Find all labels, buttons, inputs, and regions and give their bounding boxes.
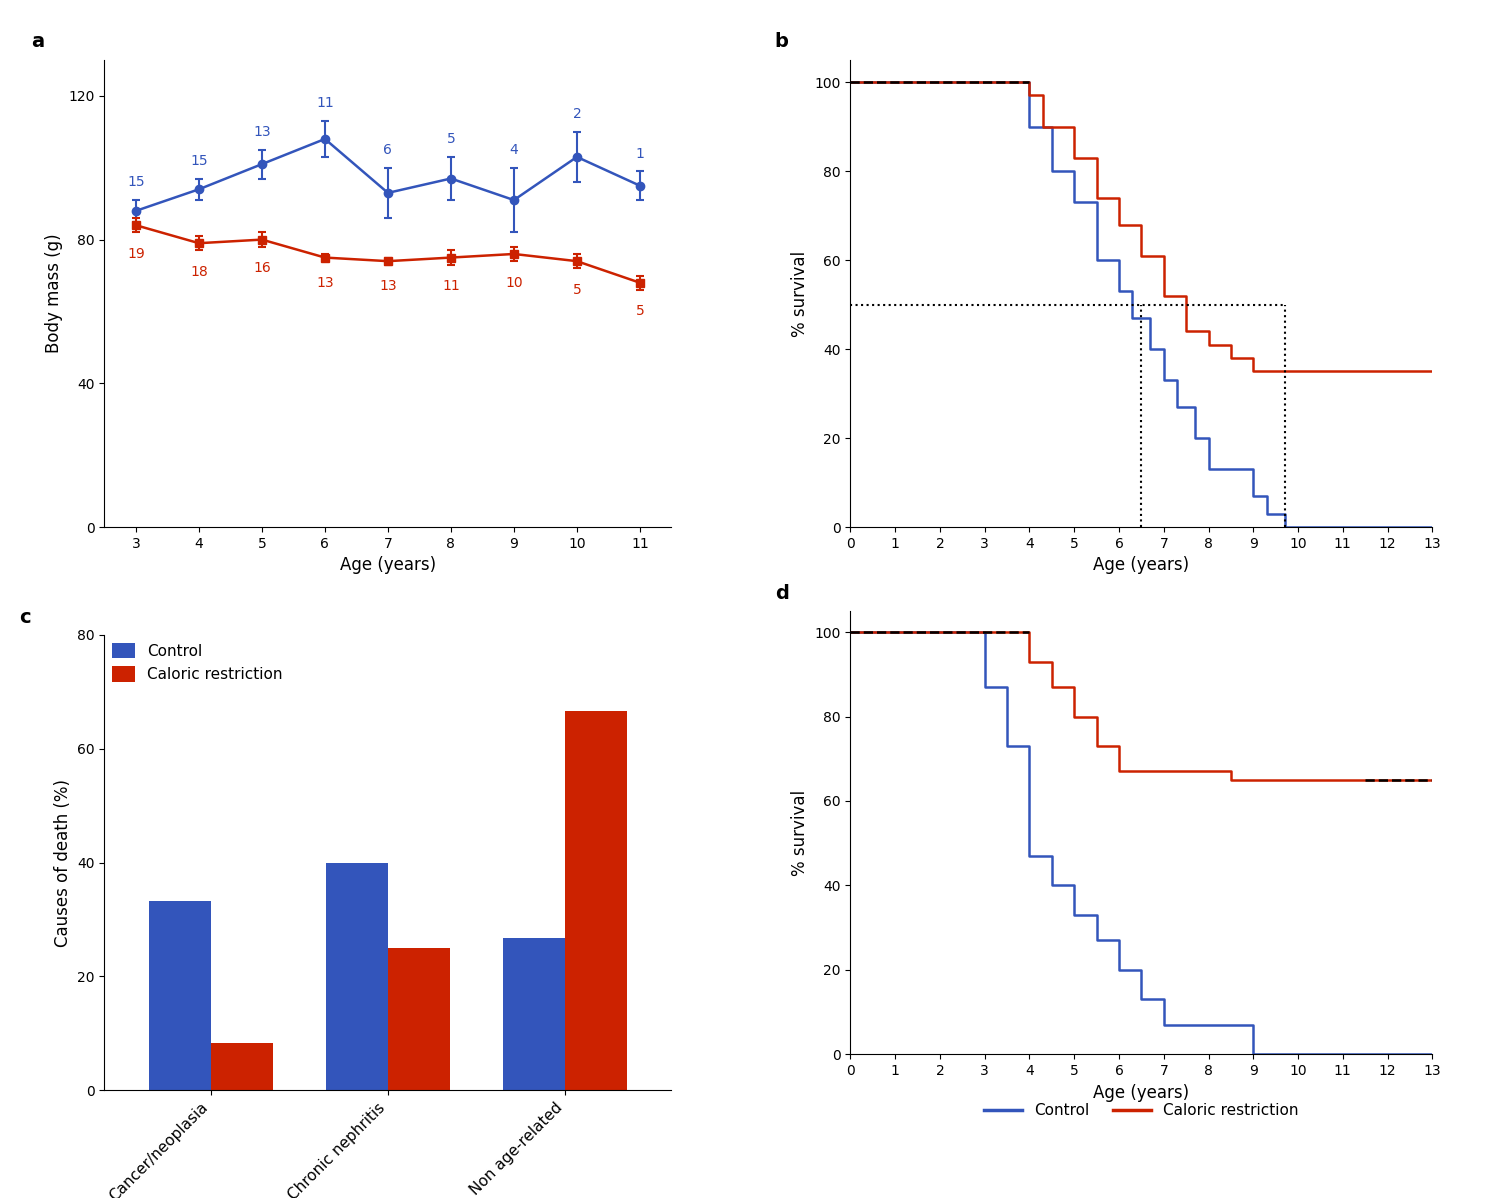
Y-axis label: % survival: % survival	[791, 250, 809, 337]
Y-axis label: Causes of death (%): Causes of death (%)	[54, 779, 72, 946]
X-axis label: Age (years): Age (years)	[1094, 556, 1189, 574]
Bar	[503, 938, 565, 1090]
Legend: Control, Caloric restriction: Control, Caloric restriction	[112, 642, 282, 682]
Text: a: a	[31, 32, 43, 50]
X-axis label: Age (years): Age (years)	[1094, 1083, 1189, 1101]
Bar	[388, 948, 451, 1090]
Text: 5: 5	[573, 283, 582, 297]
Text: 5: 5	[636, 304, 645, 319]
Legend: Control, Caloric restriction: Control, Caloric restriction	[979, 1097, 1304, 1125]
X-axis label: Age (years): Age (years)	[340, 556, 436, 574]
Text: d: d	[774, 585, 789, 604]
Bar	[210, 1043, 273, 1090]
Bar	[565, 710, 627, 1090]
Text: 15: 15	[189, 153, 207, 168]
Text: 19: 19	[127, 247, 145, 261]
Text: 13: 13	[254, 125, 270, 139]
Text: 2: 2	[573, 107, 582, 121]
Y-axis label: Body mass (g): Body mass (g)	[45, 234, 63, 353]
Text: c: c	[19, 607, 31, 627]
Y-axis label: % survival: % survival	[791, 789, 809, 876]
Bar	[325, 863, 388, 1090]
Text: 13: 13	[379, 279, 397, 294]
Text: 18: 18	[189, 265, 207, 279]
Text: b: b	[774, 32, 789, 50]
Bar	[149, 901, 210, 1090]
Text: 5: 5	[446, 132, 455, 146]
Text: 10: 10	[506, 276, 522, 290]
Text: 4: 4	[510, 143, 518, 157]
Text: 11: 11	[442, 279, 460, 294]
Text: 16: 16	[254, 261, 272, 276]
Text: 1: 1	[636, 146, 645, 161]
Text: 15: 15	[127, 175, 145, 189]
Text: 11: 11	[316, 96, 334, 110]
Text: 6: 6	[383, 143, 392, 157]
Text: 13: 13	[316, 276, 334, 290]
